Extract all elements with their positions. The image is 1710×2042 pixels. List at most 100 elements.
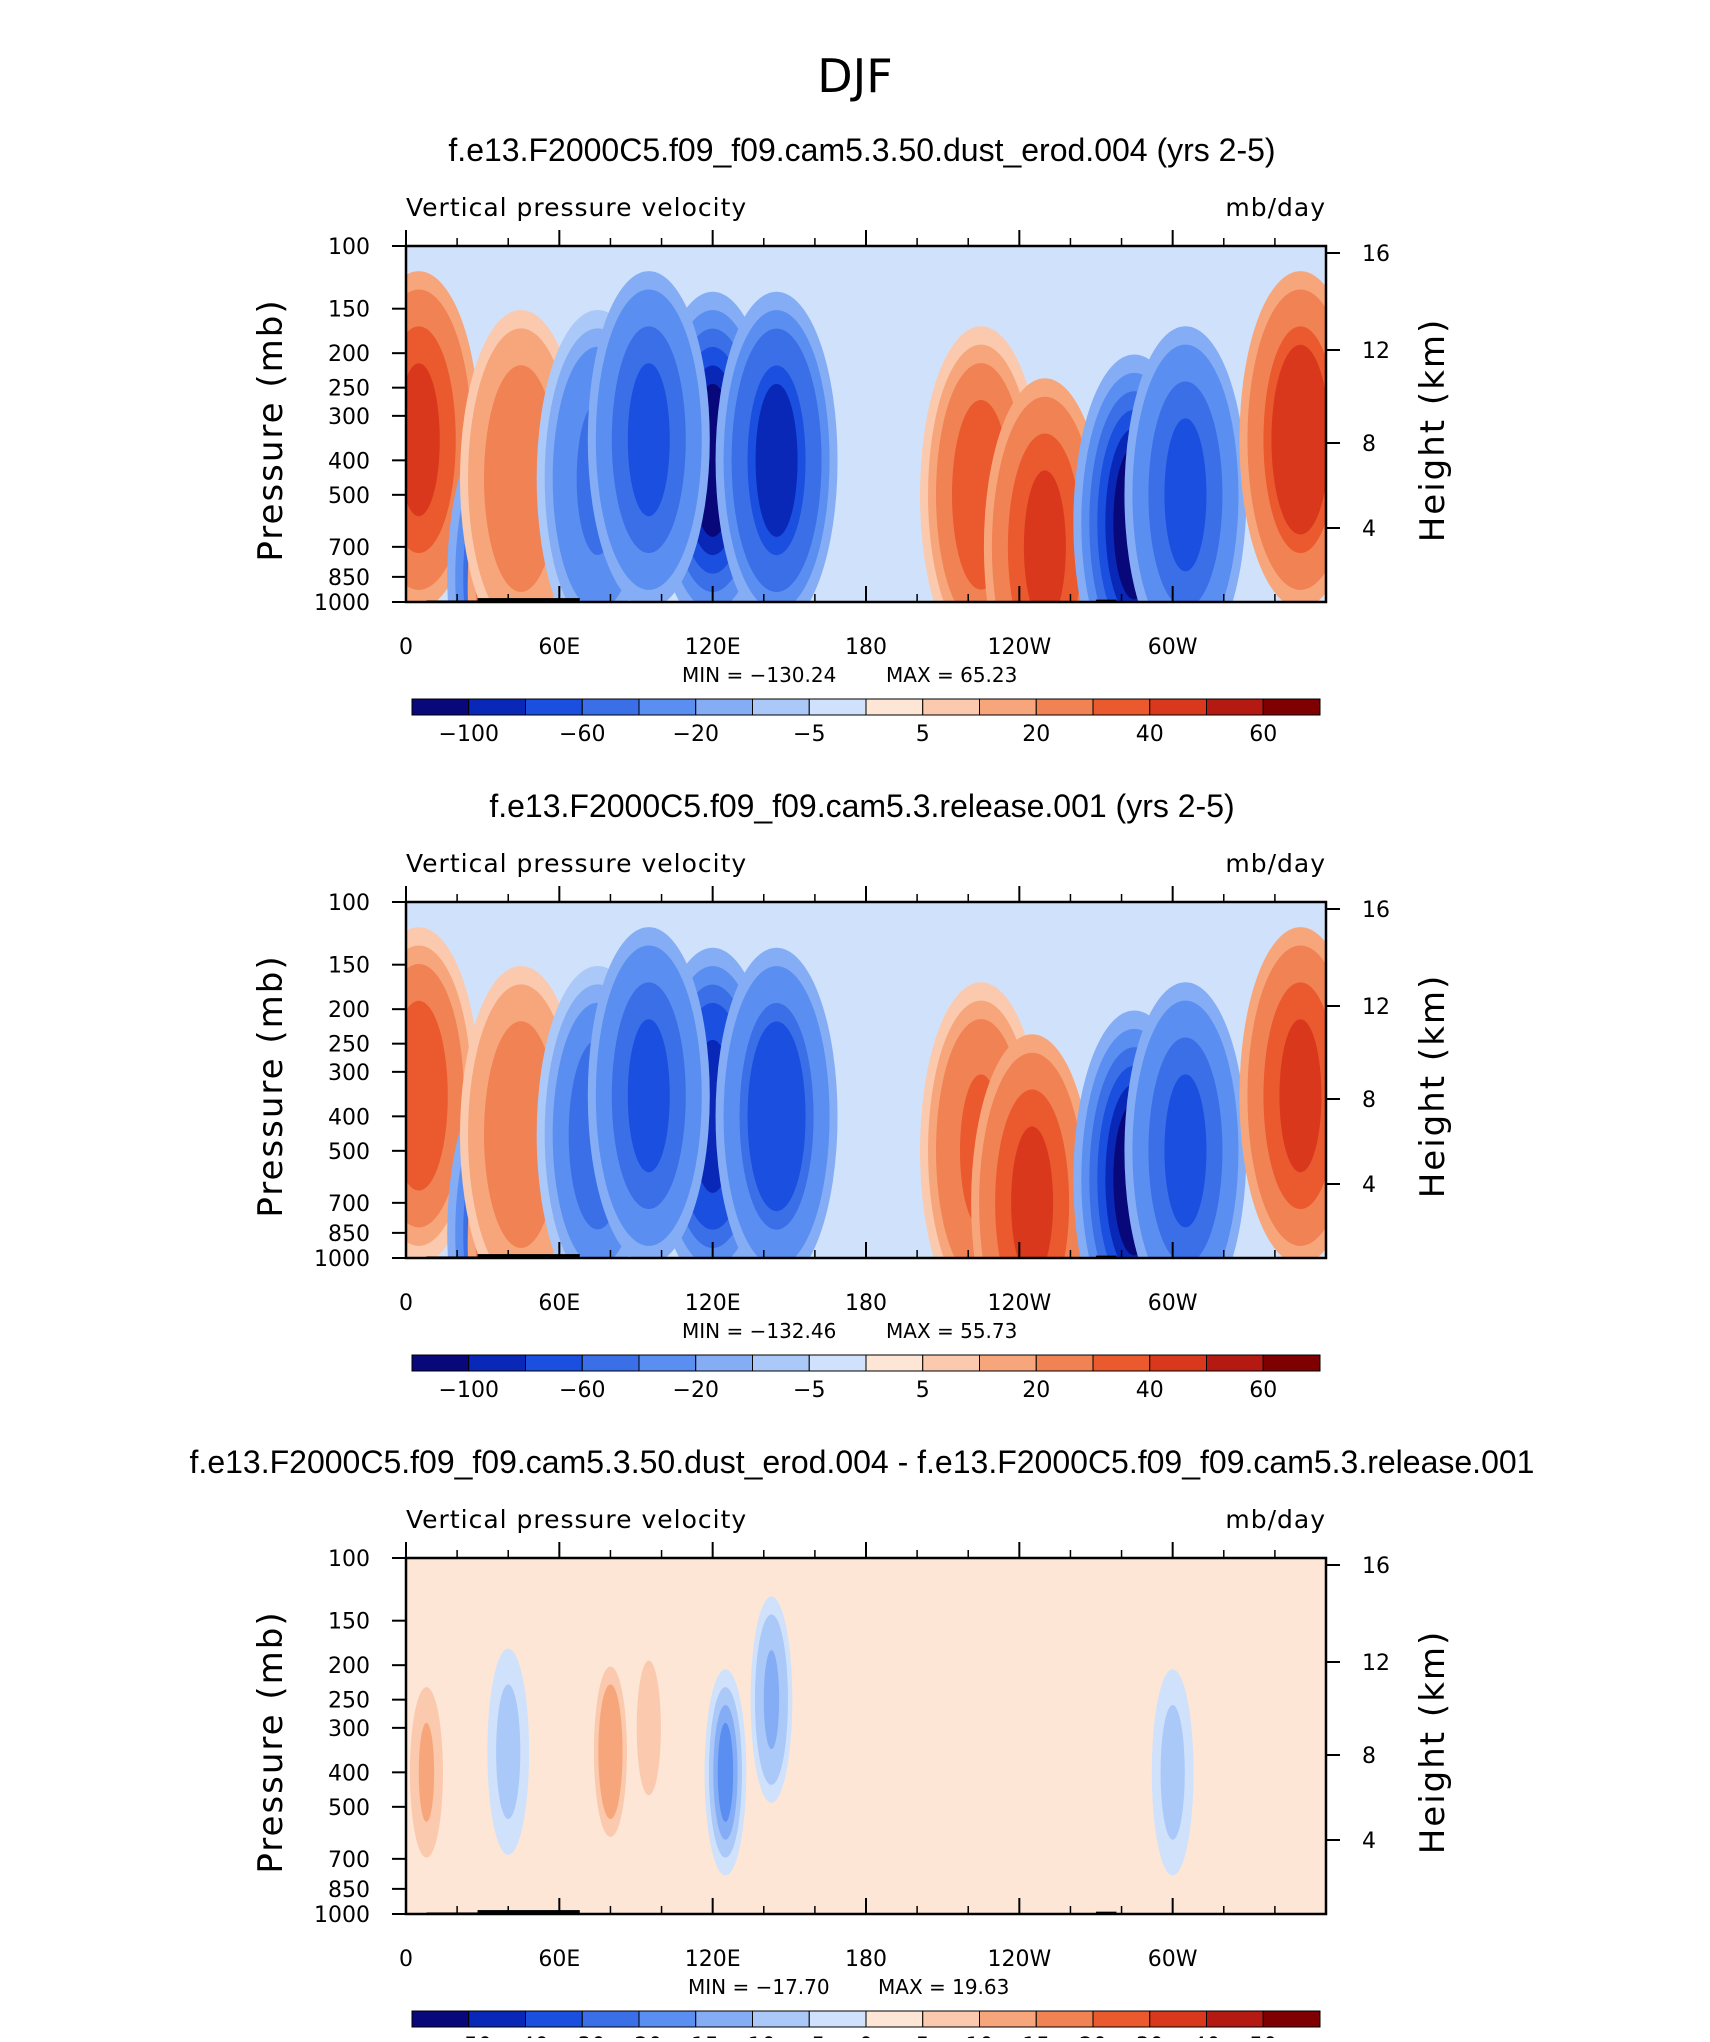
colorbar-swatch — [638, 698, 697, 716]
colorbar-swatch — [525, 698, 583, 716]
colorbar-swatch — [638, 2010, 697, 2028]
colorbar-swatch — [581, 2010, 640, 2028]
colorbar-swatch — [752, 2010, 810, 2028]
min-label: MIN = −132.46 — [682, 1319, 836, 1343]
contour-blob — [500, 1702, 516, 1802]
heatmap-plot: 0 60E 120E 180 120W 60W 100 150 200 250 300 400 500 7… — [251, 886, 1453, 1316]
x-tick-label: 60W — [1148, 635, 1198, 660]
y-tick-label: 200 — [328, 342, 370, 367]
contour-field — [406, 246, 1326, 602]
colorbar-swatch — [1262, 2010, 1321, 2028]
contour-blob — [755, 383, 798, 537]
x-tick-label: 0 — [399, 635, 413, 660]
contour-blob — [627, 1019, 670, 1173]
colorbar-swatch — [979, 698, 1037, 716]
y-tick-label: 400 — [328, 449, 370, 474]
contour-blob — [717, 1722, 734, 1822]
colorbar-label: 20 — [1079, 2034, 1107, 2038]
x-tick-label: 120W — [987, 1947, 1051, 1972]
colorbar-swatch — [979, 2010, 1037, 2028]
y-tick-label: 400 — [328, 1761, 370, 1786]
colorbar-swatch — [979, 1354, 1037, 1372]
y-right-tick-label: 16 — [1362, 898, 1390, 923]
x-tick-label: 60E — [538, 635, 580, 660]
colorbar-label: 5 — [916, 2034, 930, 2038]
y-tick-label: 1000 — [314, 591, 370, 616]
colorbar-label: 5 — [916, 1378, 930, 1403]
y-right-tick-label: 8 — [1362, 1744, 1376, 1769]
colorbar-label: 15 — [1022, 2034, 1050, 2038]
colorbar-swatch — [1206, 1354, 1264, 1372]
colorbar-label: 20 — [1022, 722, 1050, 747]
figure-title: DJF — [817, 49, 892, 103]
colorbar-label: −30 — [559, 2034, 605, 2038]
colorbar-swatch — [1262, 1354, 1321, 1372]
colorbar-label: −15 — [673, 2034, 719, 2038]
colorbar-label: 10 — [966, 2034, 994, 2038]
contour-field — [406, 1558, 1326, 1914]
x-tick-label: 120E — [685, 635, 741, 660]
x-tick-label: 60W — [1148, 1291, 1198, 1316]
colorbar-label: −10 — [729, 2034, 775, 2038]
y-right-tick-label: 8 — [1362, 1088, 1376, 1113]
panel-title: f.e13.F2000C5.f09_f09.cam5.3.50.dust_ero… — [190, 1444, 1535, 1480]
colorbar-swatch — [865, 1354, 924, 1372]
colorbar-swatch — [411, 1354, 470, 1372]
y-axis-title: Pressure (mb) — [251, 1610, 291, 1873]
colorbar-swatch — [922, 2010, 980, 2028]
contour-blob — [406, 1019, 440, 1173]
colorbar-swatch — [695, 1354, 753, 1372]
y-tick-label: 250 — [328, 377, 370, 402]
x-tick-label: 0 — [399, 1291, 413, 1316]
colorbar-label: −5 — [793, 1378, 825, 1403]
colorbar-label: −60 — [559, 722, 605, 747]
contour-blob — [418, 1722, 435, 1822]
colorbar-swatch — [1092, 1354, 1151, 1372]
y-tick-label: 850 — [328, 566, 370, 591]
contour-blob — [807, 1678, 823, 1778]
colorbar-label: 40 — [1136, 1378, 1164, 1403]
x-tick-label: 60E — [538, 1947, 580, 1972]
y-tick-label: 500 — [328, 1140, 370, 1165]
y-axis-title: Pressure (mb) — [251, 298, 291, 561]
colorbar-label: 20 — [1022, 1378, 1050, 1403]
contour-blob — [763, 1650, 780, 1750]
contour-blob — [1023, 470, 1066, 602]
x-tick-label: 180 — [845, 1291, 887, 1316]
panel-1: f.e13.F2000C5.f09_f09.cam5.3.50.dust_ero… — [251, 132, 1453, 747]
colorbar-label: 40 — [1136, 722, 1164, 747]
colorbar-swatch — [695, 698, 753, 716]
colorbar-swatch — [468, 698, 526, 716]
y-tick-label: 850 — [328, 1878, 370, 1903]
colorbar: −100 −60 −20 −5 5 20 40 60 — [411, 1354, 1321, 1403]
colorbar-swatch — [808, 1354, 867, 1372]
colorbar-label: 5 — [916, 722, 930, 747]
x-tick-label: 120E — [685, 1947, 741, 1972]
colorbar-swatch — [1206, 698, 1264, 716]
colorbar-swatch — [1262, 698, 1321, 716]
colorbar-swatch — [922, 1354, 980, 1372]
contour-blob — [1279, 363, 1322, 517]
y-tick-label: 400 — [328, 1105, 370, 1130]
colorbar-label: 30 — [1136, 2034, 1164, 2038]
colorbar-label: −20 — [673, 722, 719, 747]
contour-blob — [1164, 1722, 1181, 1822]
topography — [477, 1254, 580, 1258]
contour-blob — [500, 1058, 542, 1212]
contour-blob — [602, 1702, 619, 1802]
colorbar-swatch — [1149, 2010, 1207, 2028]
colorbar: −100 −60 −20 −5 5 20 40 60 — [411, 698, 1321, 747]
colorbar-swatch — [695, 2010, 753, 2028]
topography — [477, 1910, 580, 1914]
max-label: MAX = 65.23 — [886, 663, 1017, 687]
y-tick-label: 500 — [328, 484, 370, 509]
colorbar-swatch — [581, 1354, 640, 1372]
colorbar: −50−40−30−20−15−10−505101520304050 — [411, 2010, 1321, 2042]
contour-field — [406, 902, 1326, 1258]
y-right-tick-label: 12 — [1362, 339, 1390, 364]
y-right-tick-label: 4 — [1362, 1173, 1376, 1198]
contour-blob — [1267, 1757, 1283, 1857]
y-right-tick-label: 8 — [1362, 432, 1376, 457]
y-tick-label: 150 — [328, 954, 370, 979]
